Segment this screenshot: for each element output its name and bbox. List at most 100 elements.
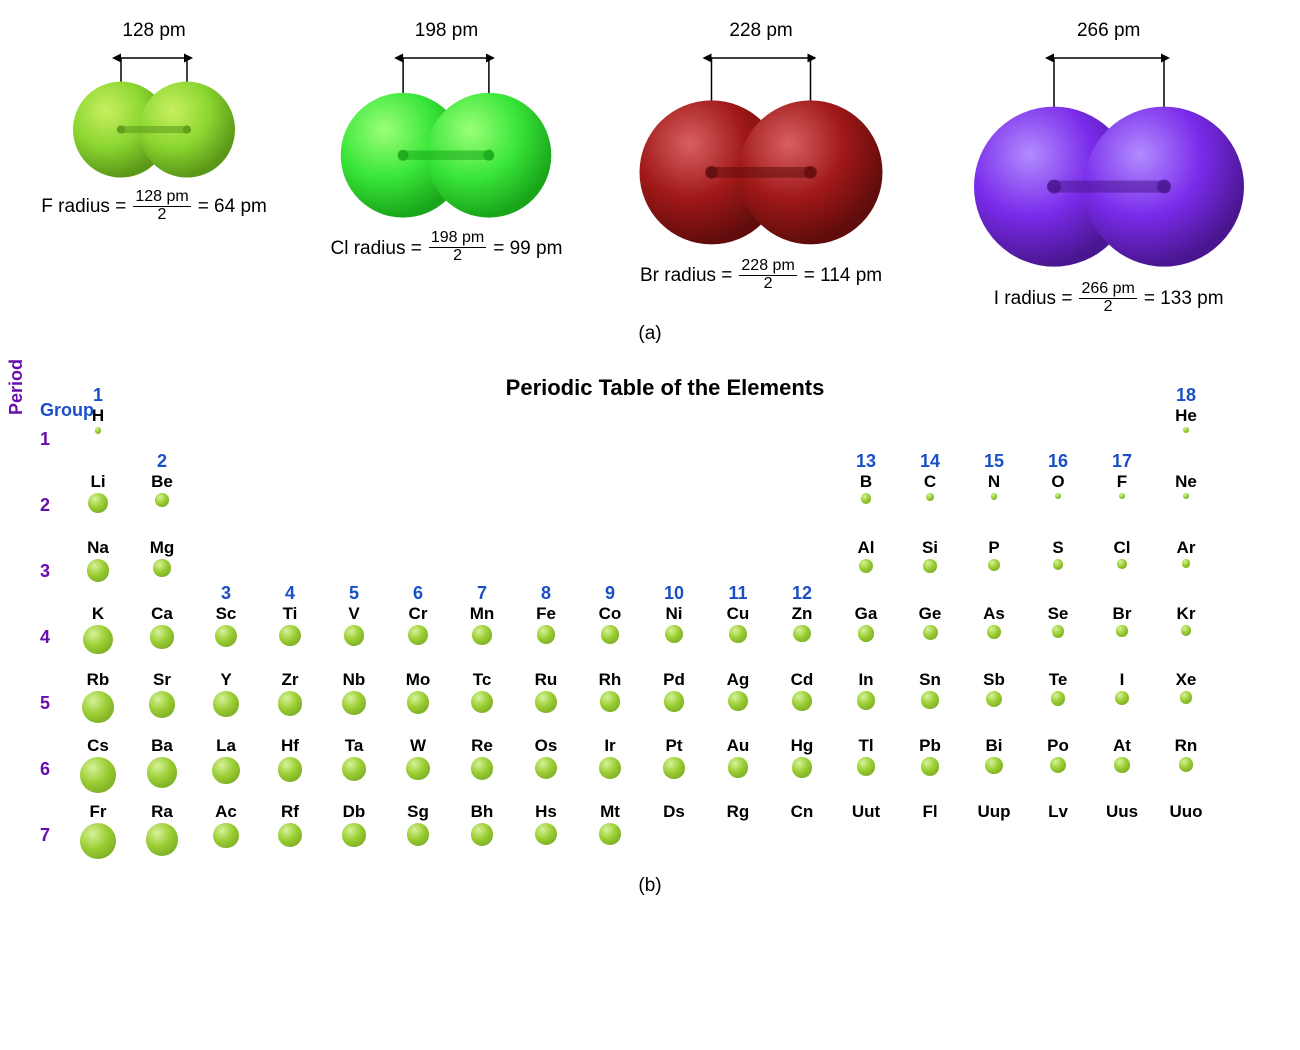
atom-circle: [87, 559, 110, 582]
element-symbol: Mg: [150, 539, 175, 558]
pt-cell: [450, 407, 514, 473]
distance-label: 198 pm: [415, 20, 478, 42]
period-number: 3: [40, 561, 50, 582]
atom-circle: [1117, 559, 1126, 568]
atom-circle: [406, 757, 429, 780]
atom-circle: [215, 625, 237, 647]
periodic-table: Period Periodic Table of the Elements Gr…: [10, 375, 1290, 869]
element-symbol: Uut: [852, 803, 880, 822]
element-symbol: Br: [1113, 605, 1132, 624]
group-number: 2: [130, 451, 194, 474]
pt-cell: 10Ni: [642, 605, 706, 671]
atom-circle: [858, 625, 874, 641]
atom-circle: [665, 625, 683, 643]
atom-circle: [663, 757, 684, 778]
element-symbol: Tc: [473, 671, 492, 690]
element-symbol: Lv: [1048, 803, 1068, 822]
periodic-table-grid: 11H18He2Li2Be13B14C15N16O17FNe3NaMgAlSiP…: [40, 407, 1290, 869]
radius-label: Br radius = 228 pm2 = 114 pm: [640, 259, 882, 294]
element-symbol: Sc: [216, 605, 237, 624]
pt-cell: Pt: [642, 737, 706, 803]
pt-cell: Pd: [642, 671, 706, 737]
element-symbol: Na: [87, 539, 109, 558]
pt-cell: 4Ti: [258, 605, 322, 671]
element-symbol: Ds: [663, 803, 685, 822]
pt-cell: Ta: [322, 737, 386, 803]
pt-cell: [578, 473, 642, 539]
atom-circle: [1183, 493, 1189, 499]
element-symbol: Sn: [919, 671, 941, 690]
pt-cell: Ge: [898, 605, 962, 671]
atom-circle: [987, 625, 1001, 639]
atom-circle: [344, 625, 365, 646]
group-number: 7: [450, 583, 514, 606]
pt-cell: Ne: [1154, 473, 1218, 539]
element-symbol: Ba: [151, 737, 173, 756]
pt-cell: Mg: [130, 539, 194, 605]
period-number: 2: [40, 495, 50, 516]
atom-circle: [342, 757, 366, 781]
element-symbol: Tl: [858, 737, 873, 756]
atom-circle: [728, 691, 748, 711]
atom-circle: [600, 691, 621, 712]
pt-cell: Kr: [1154, 605, 1218, 671]
atom-circle: [1119, 493, 1125, 499]
pt-cell: Fl: [898, 803, 962, 869]
pt-cell: Uuo: [1154, 803, 1218, 869]
pt-cell: Nb: [322, 671, 386, 737]
element-symbol: V: [348, 605, 359, 624]
element-symbol: Ni: [666, 605, 683, 624]
atom-circle: [150, 625, 173, 648]
element-symbol: Pd: [663, 671, 685, 690]
pt-cell: Pb: [898, 737, 962, 803]
pt-cell: In: [834, 671, 898, 737]
pt-cell: Po: [1026, 737, 1090, 803]
pt-cell: 16O: [1026, 473, 1090, 539]
pt-cell: [386, 407, 450, 473]
group-number: 4: [258, 583, 322, 606]
atom-circle: [407, 691, 430, 714]
molecule-bromine: 228 pm: [626, 20, 896, 294]
atom-circle: [857, 757, 876, 776]
pt-cell: 8Fe: [514, 605, 578, 671]
atom-circle: [1183, 427, 1189, 433]
pt-cell: 11Cu: [706, 605, 770, 671]
pt-cell: [706, 407, 770, 473]
group-number: 3: [194, 583, 258, 606]
element-symbol: Hs: [535, 803, 557, 822]
atom-circle: [1182, 559, 1191, 568]
group-number: 13: [834, 451, 898, 474]
element-symbol: Rg: [727, 803, 750, 822]
distance-label: 128 pm: [122, 20, 185, 42]
atom-circle: [83, 625, 112, 654]
atom-circle: [213, 691, 238, 716]
pt-cell: Ra: [130, 803, 194, 869]
element-symbol: Uup: [977, 803, 1010, 822]
atom-circle: [342, 691, 366, 715]
pt-cell: [258, 407, 322, 473]
element-symbol: Cn: [791, 803, 814, 822]
element-symbol: Si: [922, 539, 938, 558]
element-symbol: Rn: [1175, 737, 1198, 756]
atom-circle: [857, 691, 876, 710]
pt-cell: Al: [834, 539, 898, 605]
pt-cell: Sr: [130, 671, 194, 737]
atom-circle: [471, 691, 493, 713]
group-number: 11: [706, 583, 770, 606]
pt-cell: Ar: [1154, 539, 1218, 605]
pt-cell: Uus: [1090, 803, 1154, 869]
period-number: 4: [40, 627, 50, 648]
atom-circle: [923, 559, 936, 572]
pt-cell: Sb: [962, 671, 1026, 737]
pt-cell: Au: [706, 737, 770, 803]
element-symbol: Zr: [282, 671, 299, 690]
atom-circle: [278, 757, 303, 782]
atom-circle: [1055, 493, 1061, 499]
atom-circle: [859, 559, 873, 573]
element-symbol: Db: [343, 803, 366, 822]
element-symbol: Re: [471, 737, 493, 756]
group-number: 17: [1090, 451, 1154, 474]
pt-cell: Se: [1026, 605, 1090, 671]
atom-circle: [923, 625, 938, 640]
periodic-table-title: Periodic Table of the Elements: [40, 375, 1290, 401]
